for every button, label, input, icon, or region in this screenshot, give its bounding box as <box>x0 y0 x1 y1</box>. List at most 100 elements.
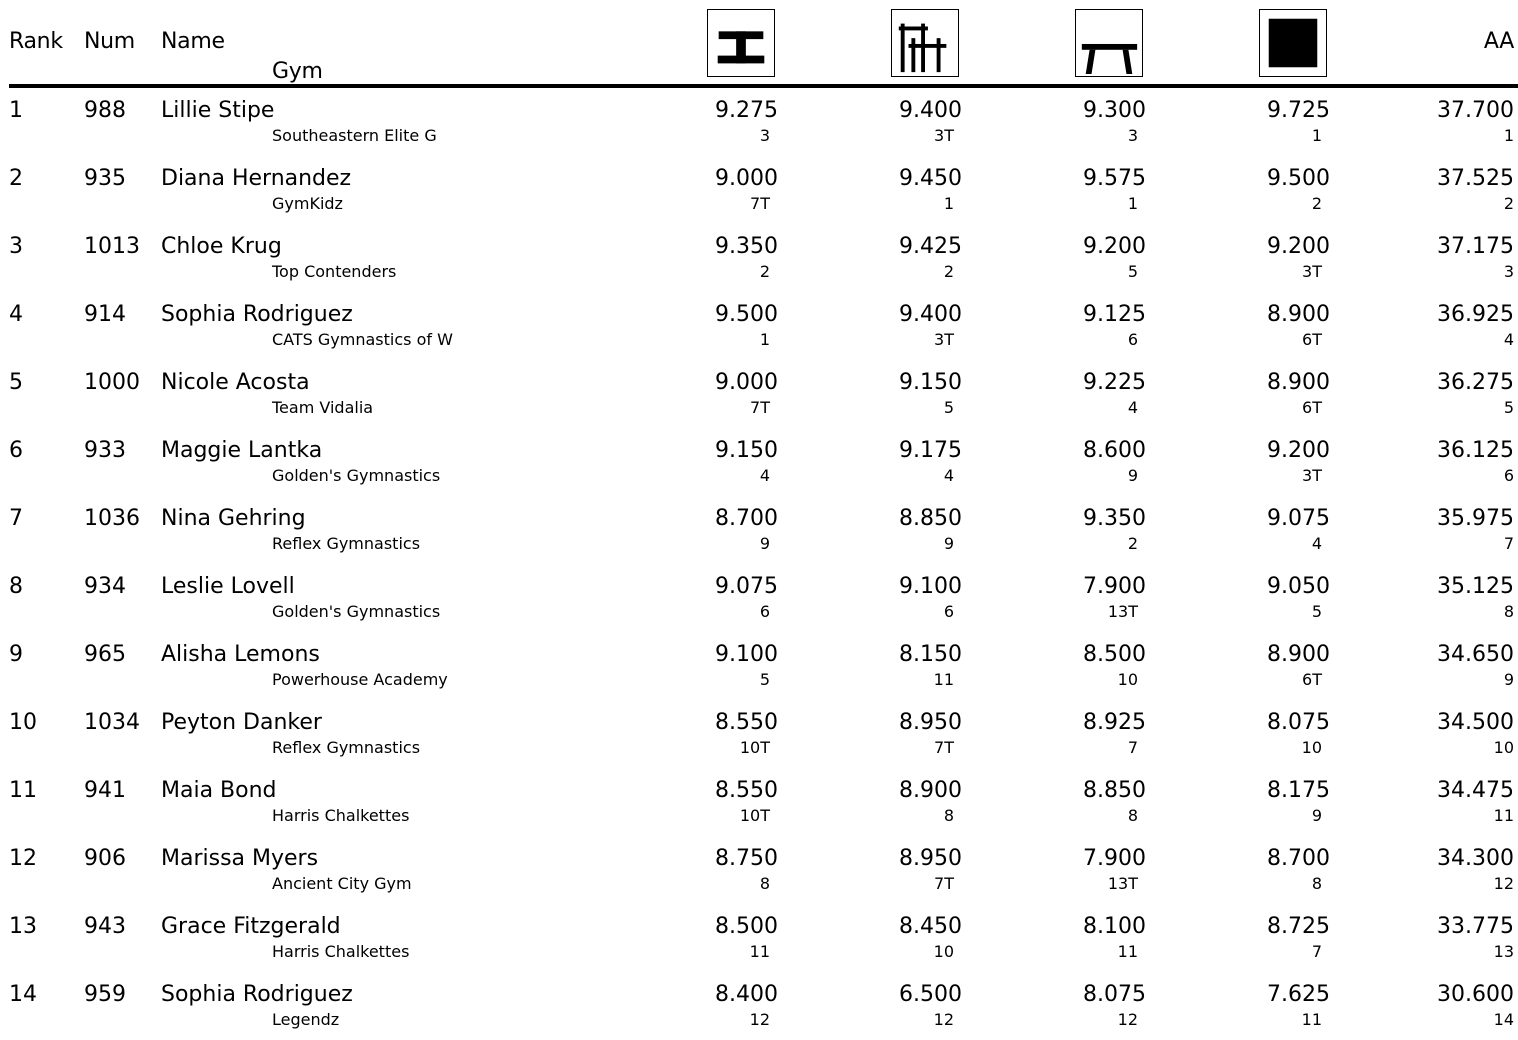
rank-cell: 9 <box>9 642 23 667</box>
competitor-number: 988 <box>84 98 126 123</box>
athlete-name: Grace Fitzgerald <box>161 914 341 939</box>
all-around-place: 12 <box>1493 874 1514 893</box>
competitor-number: 906 <box>84 846 126 871</box>
athlete-name: Leslie Lovell <box>161 574 295 599</box>
vault-icon-glyph <box>717 31 765 64</box>
bars-place: 11 <box>933 670 954 689</box>
all-around-score: 36.925 <box>1437 302 1514 327</box>
vault-place: 1 <box>759 330 770 349</box>
athlete-name: Alisha Lemons <box>161 642 320 667</box>
all-around-place: 8 <box>1503 602 1514 621</box>
all-around-score: 30.600 <box>1437 982 1514 1007</box>
table-row: 1 988 Lillie Stipe Southeastern Elite G 9.27… <box>0 88 1518 156</box>
beam-score: 8.100 <box>1083 914 1146 939</box>
vault-place: 7T <box>750 398 770 417</box>
floor-score: 9.725 <box>1267 98 1330 123</box>
competitor-number: 1036 <box>84 506 140 531</box>
competitor-number: 965 <box>84 642 126 667</box>
gym-name: Legendz <box>272 1010 340 1029</box>
bars-score: 9.450 <box>899 166 962 191</box>
gym-name: Top Contenders <box>272 262 397 281</box>
gym-name: CATS Gymnastics of W <box>272 330 453 349</box>
all-around-place: 4 <box>1503 330 1514 349</box>
beam-place: 6 <box>1127 330 1138 349</box>
beam-score: 7.900 <box>1083 574 1146 599</box>
beam-place: 2 <box>1127 534 1138 553</box>
athlete-name: Nicole Acosta <box>161 370 310 395</box>
bars-score: 8.850 <box>899 506 962 531</box>
bars-score: 8.950 <box>899 710 962 735</box>
all-around-place: 6 <box>1503 466 1514 485</box>
beam-place: 4 <box>1127 398 1138 417</box>
gym-name: GymKidz <box>272 194 343 213</box>
vault-place: 5 <box>759 670 770 689</box>
vault-score: 9.100 <box>715 642 778 667</box>
beam-score: 8.500 <box>1083 642 1146 667</box>
table-row: 2 935 Diana Hernandez GymKidz 9.000 7T 9.450 1 9… <box>0 156 1518 224</box>
competitor-number: 943 <box>84 914 126 939</box>
gym-name: Harris Chalkettes <box>272 806 410 825</box>
vault-score: 8.550 <box>715 710 778 735</box>
beam-place: 5 <box>1127 262 1138 281</box>
floor-score: 8.725 <box>1267 914 1330 939</box>
table-row: 3 1013 Chloe Krug Top Contenders 9.350 2 9.425… <box>0 224 1518 292</box>
competitor-number: 1000 <box>84 370 140 395</box>
floor-place: 1 <box>1311 126 1322 145</box>
athlete-name: Peyton Danker <box>161 710 322 735</box>
bars-score: 8.150 <box>899 642 962 667</box>
rank-cell: 5 <box>9 370 23 395</box>
header-rule <box>9 84 1518 88</box>
vault-score: 9.075 <box>715 574 778 599</box>
header-num: Num <box>84 29 135 54</box>
beam-place: 12 <box>1117 1010 1138 1029</box>
beam-place: 3 <box>1127 126 1138 145</box>
vault-place: 12 <box>749 1010 770 1029</box>
all-around-score: 35.125 <box>1437 574 1514 599</box>
floor-score: 7.625 <box>1267 982 1330 1007</box>
gym-name: Golden's Gymnastics <box>272 466 441 485</box>
vault-score: 9.350 <box>715 234 778 259</box>
rank-cell: 8 <box>9 574 23 599</box>
vault-score: 9.000 <box>715 370 778 395</box>
bars-place: 3T <box>934 126 954 145</box>
bars-place: 7T <box>934 874 954 893</box>
rank-cell: 2 <box>9 166 23 191</box>
all-around-place: 10 <box>1493 738 1514 757</box>
athlete-name: Nina Gehring <box>161 506 306 531</box>
header-aa: AA <box>1483 29 1514 54</box>
floor-exercise-icon <box>1259 9 1327 77</box>
beam-score: 9.200 <box>1083 234 1146 259</box>
gym-name: Golden's Gymnastics <box>272 602 441 621</box>
table-row: 10 1034 Peyton Danker Reflex Gymnastics 8.55… <box>0 700 1518 768</box>
competitor-number: 935 <box>84 166 126 191</box>
competitor-number: 933 <box>84 438 126 463</box>
table-row: 8 934 Leslie Lovell Golden's Gymnastics 9.07… <box>0 564 1518 632</box>
bars-score: 9.425 <box>899 234 962 259</box>
all-around-score: 35.975 <box>1437 506 1514 531</box>
vault-place: 7T <box>750 194 770 213</box>
vault-icon <box>707 9 775 77</box>
bars-place: 10 <box>933 942 954 961</box>
floor-score: 8.900 <box>1267 642 1330 667</box>
rank-cell: 6 <box>9 438 23 463</box>
competitor-number: 959 <box>84 982 126 1007</box>
bars-score: 9.400 <box>899 98 962 123</box>
all-around-score: 34.300 <box>1437 846 1514 871</box>
athlete-name: Lillie Stipe <box>161 98 275 123</box>
table-row: 7 1036 Nina Gehring Reflex Gymnastics 8.700 9… <box>0 496 1518 564</box>
all-around-score: 36.125 <box>1437 438 1514 463</box>
all-around-score: 33.775 <box>1437 914 1514 939</box>
rank-cell: 10 <box>9 710 37 735</box>
bars-place: 2 <box>943 262 954 281</box>
floor-place: 4 <box>1311 534 1322 553</box>
vault-score: 9.275 <box>715 98 778 123</box>
floor-score: 9.200 <box>1267 234 1330 259</box>
bars-place: 6 <box>943 602 954 621</box>
beam-place: 10 <box>1117 670 1138 689</box>
all-around-score: 37.175 <box>1437 234 1514 259</box>
floor-place: 5 <box>1311 602 1322 621</box>
vault-place: 6 <box>759 602 770 621</box>
uneven-bars-icon-glyph <box>898 23 947 73</box>
balance-beam-icon-glyph <box>1081 43 1138 75</box>
all-around-place: 14 <box>1493 1010 1514 1029</box>
